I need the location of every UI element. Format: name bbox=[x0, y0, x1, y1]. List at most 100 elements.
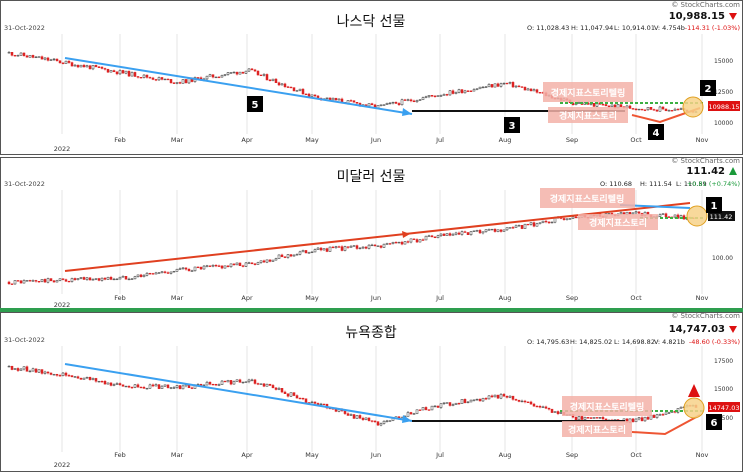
x-tick-label: Apr bbox=[241, 451, 253, 459]
candle bbox=[400, 241, 404, 245]
candle bbox=[439, 233, 443, 236]
candle bbox=[226, 72, 230, 75]
candle bbox=[124, 70, 128, 74]
candle bbox=[454, 232, 458, 235]
candle bbox=[64, 372, 68, 376]
candle bbox=[634, 108, 638, 110]
x-tick-label: Mar bbox=[171, 451, 184, 459]
candle bbox=[676, 108, 680, 111]
candle bbox=[421, 97, 425, 101]
candle bbox=[640, 417, 644, 422]
x-tick-label: Oct bbox=[630, 136, 642, 144]
x-tick-label: Apr bbox=[241, 136, 253, 144]
candle bbox=[487, 395, 491, 400]
candle bbox=[652, 109, 656, 111]
candle bbox=[295, 90, 299, 92]
candle bbox=[280, 388, 284, 393]
x-year-label: 2022 bbox=[54, 145, 71, 153]
candle bbox=[109, 70, 113, 73]
candle bbox=[76, 278, 80, 280]
candle bbox=[169, 387, 173, 389]
candle bbox=[493, 83, 497, 88]
candle bbox=[115, 71, 119, 75]
candle bbox=[52, 280, 56, 283]
ohlc-high: H: 14,825.02 bbox=[570, 338, 612, 346]
candle bbox=[406, 412, 410, 417]
candle bbox=[79, 64, 83, 68]
candle bbox=[379, 104, 383, 106]
candle bbox=[208, 74, 212, 77]
candle bbox=[349, 100, 353, 102]
candle bbox=[295, 254, 299, 256]
watermark-2: © StockCharts.com bbox=[671, 157, 740, 165]
candle bbox=[205, 381, 209, 386]
candle bbox=[421, 407, 425, 411]
candle bbox=[7, 365, 11, 368]
candle bbox=[424, 96, 428, 98]
candle bbox=[349, 414, 353, 416]
candle bbox=[442, 233, 446, 236]
candle bbox=[592, 417, 596, 419]
candle bbox=[172, 82, 176, 84]
candle bbox=[547, 407, 551, 410]
candle bbox=[298, 251, 302, 255]
candle bbox=[130, 72, 134, 77]
candle bbox=[256, 383, 260, 385]
candle bbox=[106, 276, 110, 280]
candle bbox=[334, 246, 338, 248]
marker-5 bbox=[247, 96, 263, 112]
candle bbox=[82, 64, 86, 68]
candle bbox=[235, 379, 239, 382]
candle bbox=[517, 399, 521, 402]
candle bbox=[607, 105, 611, 107]
svg-text:경제지표스토리텔링: 경제지표스토리텔링 bbox=[570, 401, 645, 413]
candle bbox=[508, 82, 512, 84]
candle bbox=[466, 232, 470, 235]
candle bbox=[631, 108, 635, 110]
candle bbox=[469, 231, 473, 235]
candle bbox=[493, 394, 497, 398]
candle bbox=[322, 403, 326, 406]
watermark-3: © StockCharts.com bbox=[671, 312, 740, 320]
candle bbox=[367, 103, 371, 107]
candle bbox=[148, 77, 152, 79]
candle bbox=[505, 227, 509, 231]
candle bbox=[58, 60, 62, 64]
candle bbox=[427, 409, 431, 411]
candle bbox=[238, 262, 242, 266]
candle bbox=[94, 278, 98, 280]
price-tag bbox=[708, 101, 740, 111]
change-text: +0.81 (+0.74%) bbox=[687, 180, 740, 188]
candle bbox=[109, 382, 113, 386]
candle bbox=[337, 98, 341, 101]
candle bbox=[658, 214, 662, 217]
candle bbox=[154, 384, 158, 387]
candle bbox=[88, 65, 92, 70]
svg-text:경제지표스토리텔링: 경제지표스토리텔링 bbox=[551, 87, 626, 99]
candle bbox=[457, 89, 461, 93]
last-price-nasdaq: 10,988.15 bbox=[669, 11, 725, 22]
candle bbox=[583, 417, 587, 420]
candle bbox=[364, 417, 368, 420]
candle bbox=[82, 277, 86, 280]
candle bbox=[10, 365, 14, 370]
candle bbox=[454, 402, 458, 405]
candle bbox=[88, 376, 92, 380]
candle bbox=[253, 263, 257, 265]
candle bbox=[229, 380, 233, 385]
candle bbox=[244, 381, 248, 383]
candle bbox=[190, 270, 194, 272]
x-tick-label: Sep bbox=[566, 451, 578, 459]
candle bbox=[28, 370, 32, 373]
candle bbox=[358, 247, 362, 250]
candle bbox=[85, 65, 89, 68]
x-tick-label: May bbox=[305, 294, 319, 302]
candle bbox=[472, 230, 476, 232]
candle bbox=[142, 387, 146, 389]
candle bbox=[244, 262, 248, 267]
candle bbox=[487, 229, 491, 231]
candle bbox=[13, 280, 17, 285]
candle bbox=[70, 62, 74, 67]
candle bbox=[187, 268, 191, 272]
up-triangle-icon bbox=[688, 384, 700, 397]
